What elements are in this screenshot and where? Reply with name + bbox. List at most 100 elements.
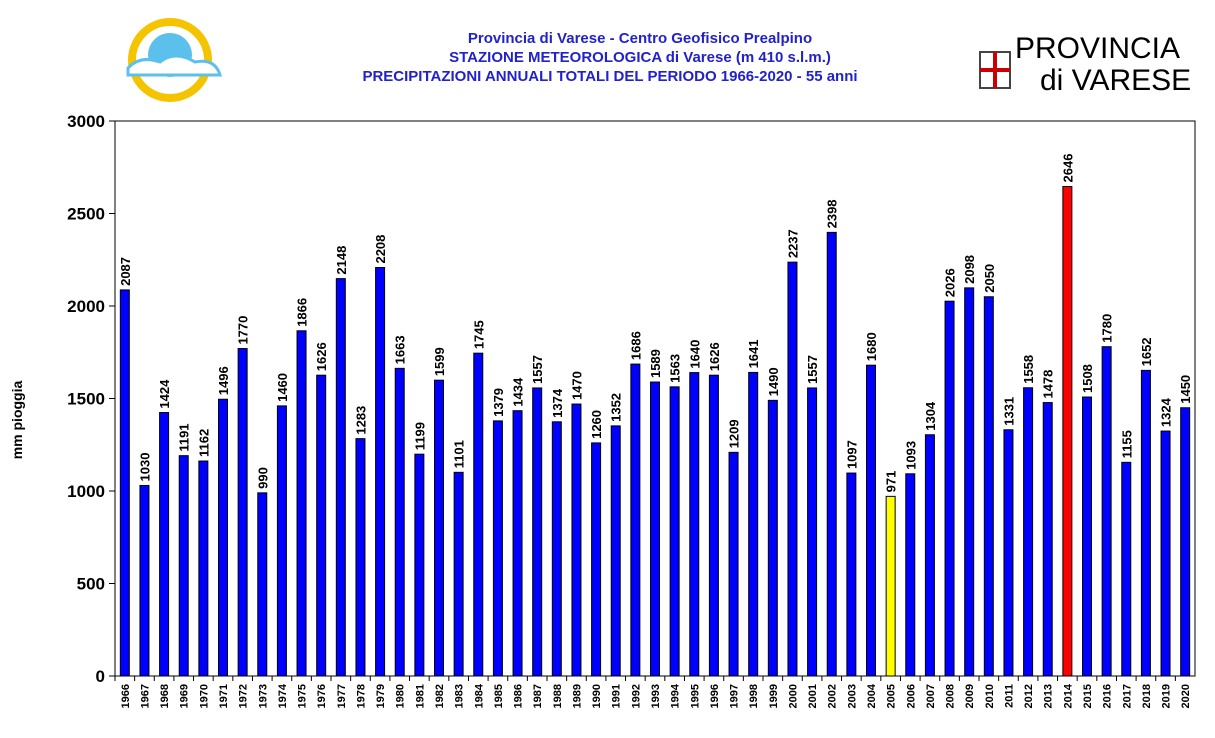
x-tick-label: 2013: [1043, 684, 1055, 708]
x-tick-label: 1966: [120, 684, 132, 708]
bar: [767, 399, 778, 677]
y-tick-label: 1000: [67, 482, 105, 501]
value-label: 1434: [511, 377, 526, 407]
value-label: 1745: [471, 320, 486, 349]
y-tick-label: 0: [96, 667, 105, 686]
x-tick-label: 1974: [277, 683, 289, 708]
x-tick-label: 1970: [198, 684, 210, 708]
bar: [689, 372, 700, 677]
bar: [1023, 387, 1034, 677]
x-tick-label: 1999: [768, 684, 780, 708]
x-tick-label: 1992: [630, 684, 642, 708]
value-label: 1557: [805, 355, 820, 384]
x-tick-label: 2014: [1062, 683, 1074, 708]
bar: [1003, 429, 1014, 677]
bar: [1121, 461, 1132, 677]
chart-title: PRECIPITAZIONI ANNUALI TOTALI DEL PERIOD…: [362, 68, 857, 85]
bar: [257, 492, 268, 677]
bar: [669, 386, 680, 677]
bar: [807, 387, 818, 677]
y-tick-label: 2500: [67, 205, 105, 224]
bar: [610, 425, 621, 677]
x-tick-label: 1985: [493, 684, 505, 708]
x-tick-label: 1996: [709, 684, 721, 708]
bar: [650, 381, 660, 677]
bar: [944, 300, 955, 677]
bar: [1101, 346, 1112, 677]
x-tick-label: 2001: [807, 684, 819, 708]
value-label: 1599: [432, 347, 447, 376]
bar: [453, 471, 464, 677]
value-label: 1470: [569, 371, 584, 400]
value-label: 971: [884, 471, 899, 493]
value-label: 1490: [766, 367, 781, 396]
x-tick-label: 1989: [571, 684, 583, 708]
x-tick-label: 1993: [650, 684, 662, 708]
x-tick-label: 1994: [670, 683, 682, 708]
value-label: 1478: [1041, 370, 1056, 399]
x-tick-label: 1990: [591, 684, 603, 708]
value-label: 1155: [1119, 430, 1134, 458]
value-label: 1508: [1080, 364, 1095, 393]
value-label: 1626: [314, 342, 329, 371]
bar: [218, 398, 228, 677]
bar: [924, 434, 935, 677]
x-tick-label: 1981: [414, 684, 426, 708]
value-label: 1424: [157, 379, 172, 409]
x-tick-label: 2018: [1141, 684, 1153, 708]
bar: [532, 387, 543, 677]
bar: [728, 451, 739, 677]
x-tick-label: 1986: [513, 684, 525, 708]
bar: [885, 495, 896, 677]
x-tick-label: 1983: [454, 684, 466, 708]
x-tick-label: 2004: [866, 683, 878, 708]
x-tick-label: 2000: [787, 684, 799, 708]
y-tick-label: 2000: [67, 297, 105, 316]
value-label: 1780: [1100, 314, 1115, 343]
bar: [159, 412, 170, 677]
bar: [119, 289, 130, 677]
bar: [905, 473, 916, 677]
value-label: 1191: [177, 423, 192, 451]
y-tick-label: 500: [77, 575, 105, 594]
x-tick-label: 1982: [434, 684, 446, 708]
value-label: 1331: [1001, 397, 1016, 426]
value-label: 1283: [353, 406, 368, 435]
x-tick-label: 1980: [395, 684, 407, 708]
value-label: 2148: [334, 246, 349, 275]
bar: [826, 231, 837, 677]
value-label: 2646: [1060, 154, 1075, 183]
logo-text: di VARESE: [1040, 64, 1191, 97]
x-tick-label: 1976: [316, 684, 328, 708]
y-tick-label: 3000: [67, 112, 105, 131]
value-label: 1557: [530, 355, 545, 384]
bar: [434, 379, 444, 677]
bar: [178, 455, 189, 677]
value-label: 2087: [118, 257, 133, 286]
value-label: 1866: [295, 298, 310, 327]
bar: [964, 287, 975, 677]
x-tick-label: 1968: [159, 684, 171, 708]
bar: [1082, 396, 1092, 677]
value-label: 2208: [373, 235, 388, 264]
x-tick-label: 2005: [886, 684, 898, 708]
value-label: 1209: [727, 419, 742, 448]
bar: [276, 405, 287, 677]
x-tick-label: 2019: [1161, 684, 1173, 708]
bar: [591, 442, 602, 677]
bar: [296, 330, 307, 677]
bar: [512, 410, 523, 677]
bar: [866, 364, 876, 677]
value-label: 1626: [707, 342, 722, 371]
value-label: 1589: [648, 349, 663, 378]
bar: [1062, 185, 1073, 677]
x-tick-label: 1987: [532, 684, 544, 708]
bar: [787, 261, 798, 677]
bar: [139, 484, 150, 677]
value-label: 1558: [1021, 355, 1036, 384]
bar: [198, 460, 209, 677]
value-label: 2237: [785, 229, 800, 258]
bar: [1042, 402, 1053, 677]
x-tick-label: 2020: [1180, 684, 1192, 708]
